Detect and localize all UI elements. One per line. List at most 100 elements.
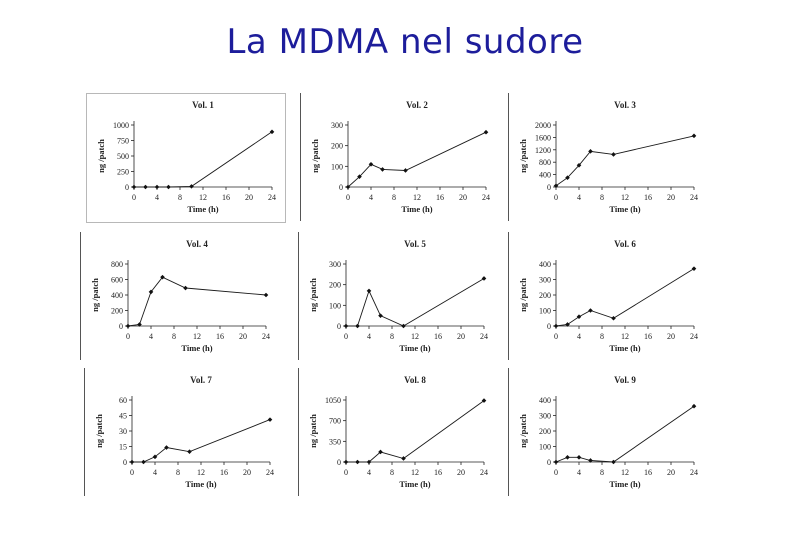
- x-tick-label: 20: [667, 332, 675, 341]
- x-tick-label: 12: [413, 193, 421, 202]
- x-tick-label: 20: [459, 193, 467, 202]
- data-point: [189, 184, 194, 189]
- x-tick-label: 0: [554, 332, 558, 341]
- x-tick-label: 0: [130, 468, 134, 477]
- data-point: [154, 184, 160, 190]
- data-point: [343, 459, 349, 465]
- x-tick-label: 16: [216, 332, 224, 341]
- x-tick-label: 8: [390, 468, 394, 477]
- data-point: [152, 454, 158, 460]
- chart-left-rule: [298, 232, 299, 360]
- y-tick-label: 800: [111, 260, 123, 269]
- y-tick-label: 800: [539, 158, 551, 167]
- x-tick-label: 8: [600, 193, 604, 202]
- data-point: [125, 323, 131, 329]
- series-line: [132, 419, 271, 463]
- x-tick-label: 0: [344, 332, 348, 341]
- series-line: [347, 131, 487, 188]
- series-line: [346, 400, 485, 463]
- data-point: [368, 161, 374, 167]
- x-tick-label: 4: [367, 332, 371, 341]
- data-point: [355, 459, 360, 465]
- x-tick-label: 0: [344, 468, 348, 477]
- x-axis-label: Time (h): [185, 479, 216, 489]
- x-axis-label: Time (h): [399, 343, 430, 353]
- data-point: [483, 129, 489, 135]
- chart-title: Vol. 5: [404, 239, 426, 249]
- series-line: [555, 135, 695, 187]
- y-tick-label: 60: [119, 396, 127, 405]
- x-tick-label: 20: [243, 468, 251, 477]
- y-axis-label: ng /patch: [90, 278, 100, 312]
- y-tick-label: 250: [117, 168, 129, 177]
- data-point: [267, 417, 273, 422]
- chart-svg: Vol. 2 0 100 200 300 0 4 8 12 16 20 24 Time (h) ng /p…: [310, 100, 490, 214]
- data-point: [141, 459, 146, 465]
- data-point: [565, 455, 570, 460]
- x-axis-label: Time (h): [609, 204, 640, 214]
- data-point: [611, 315, 616, 321]
- y-tick-label: 30: [119, 427, 127, 436]
- chart-panel-7: Vol. 7 0 15 30 45 60 0 4 8 12 16 20 24 Time (h) ng /pa…: [84, 368, 284, 498]
- x-axis-label: Time (h): [399, 479, 430, 489]
- x-tick-label: 16: [644, 468, 652, 477]
- y-tick-label: 100: [539, 443, 551, 452]
- y-tick-label: 300: [329, 260, 341, 269]
- x-tick-label: 20: [457, 332, 465, 341]
- data-point: [691, 133, 697, 139]
- x-tick-label: 24: [480, 468, 488, 477]
- chart-left-rule: [508, 93, 509, 221]
- y-tick-label: 400: [111, 291, 123, 300]
- chart-title: Vol. 2: [406, 100, 428, 110]
- chart-left-rule: [80, 232, 81, 360]
- y-tick-label: 350: [329, 437, 341, 446]
- x-axis-label: Time (h): [187, 204, 218, 214]
- chart-panel-1: Vol. 1 0 250 500 750 1000 0 4 8 12 16 20 24 Time (h) n…: [86, 93, 286, 223]
- y-axis-label: ng /patch: [308, 414, 318, 448]
- x-tick-label: 12: [199, 193, 207, 202]
- y-axis-label: ng /patch: [310, 139, 320, 173]
- data-point: [378, 313, 383, 318]
- x-tick-label: 4: [577, 332, 581, 341]
- series-line: [555, 268, 695, 327]
- x-tick-label: 4: [577, 468, 581, 477]
- y-tick-label: 200: [331, 142, 343, 151]
- y-tick-label: 750: [117, 137, 129, 146]
- data-point: [129, 459, 135, 465]
- x-tick-label: 12: [621, 468, 629, 477]
- x-tick-label: 8: [178, 193, 182, 202]
- chart-svg: Vol. 4 0 200 400 600 800 0 4 8 12 16 20 24 Time (h) ng…: [90, 239, 270, 353]
- y-tick-label: 400: [539, 396, 551, 405]
- y-tick-label: 200: [539, 427, 551, 436]
- y-tick-label: 0: [123, 458, 127, 467]
- y-tick-label: 45: [119, 412, 127, 421]
- data-point: [263, 292, 269, 298]
- data-point: [183, 285, 188, 291]
- x-axis-label: Time (h): [181, 343, 212, 353]
- y-tick-label: 200: [539, 291, 551, 300]
- x-tick-label: 12: [193, 332, 201, 341]
- y-tick-label: 100: [331, 162, 343, 171]
- chart-svg: Vol. 7 0 15 30 45 60 0 4 8 12 16 20 24 Time (h) ng /pa…: [94, 375, 274, 489]
- x-tick-label: 20: [245, 193, 253, 202]
- x-tick-label: 16: [220, 468, 228, 477]
- x-tick-label: 12: [411, 468, 419, 477]
- x-tick-label: 0: [554, 468, 558, 477]
- data-point: [131, 184, 137, 190]
- chart-title: Vol. 3: [614, 100, 636, 110]
- y-tick-label: 200: [111, 307, 123, 316]
- x-tick-label: 24: [690, 193, 698, 202]
- data-point: [137, 322, 142, 327]
- y-axis-label: ng /patch: [94, 414, 104, 448]
- chart-left-rule: [508, 368, 509, 496]
- x-tick-label: 20: [667, 193, 675, 202]
- data-point: [380, 167, 385, 172]
- x-tick-label: 16: [222, 193, 230, 202]
- x-tick-label: 12: [621, 193, 629, 202]
- x-tick-label: 4: [149, 332, 153, 341]
- x-tick-label: 16: [434, 468, 442, 477]
- data-point: [269, 129, 275, 135]
- chart-left-rule: [84, 368, 85, 496]
- x-tick-label: 24: [268, 193, 276, 202]
- x-tick-label: 16: [436, 193, 444, 202]
